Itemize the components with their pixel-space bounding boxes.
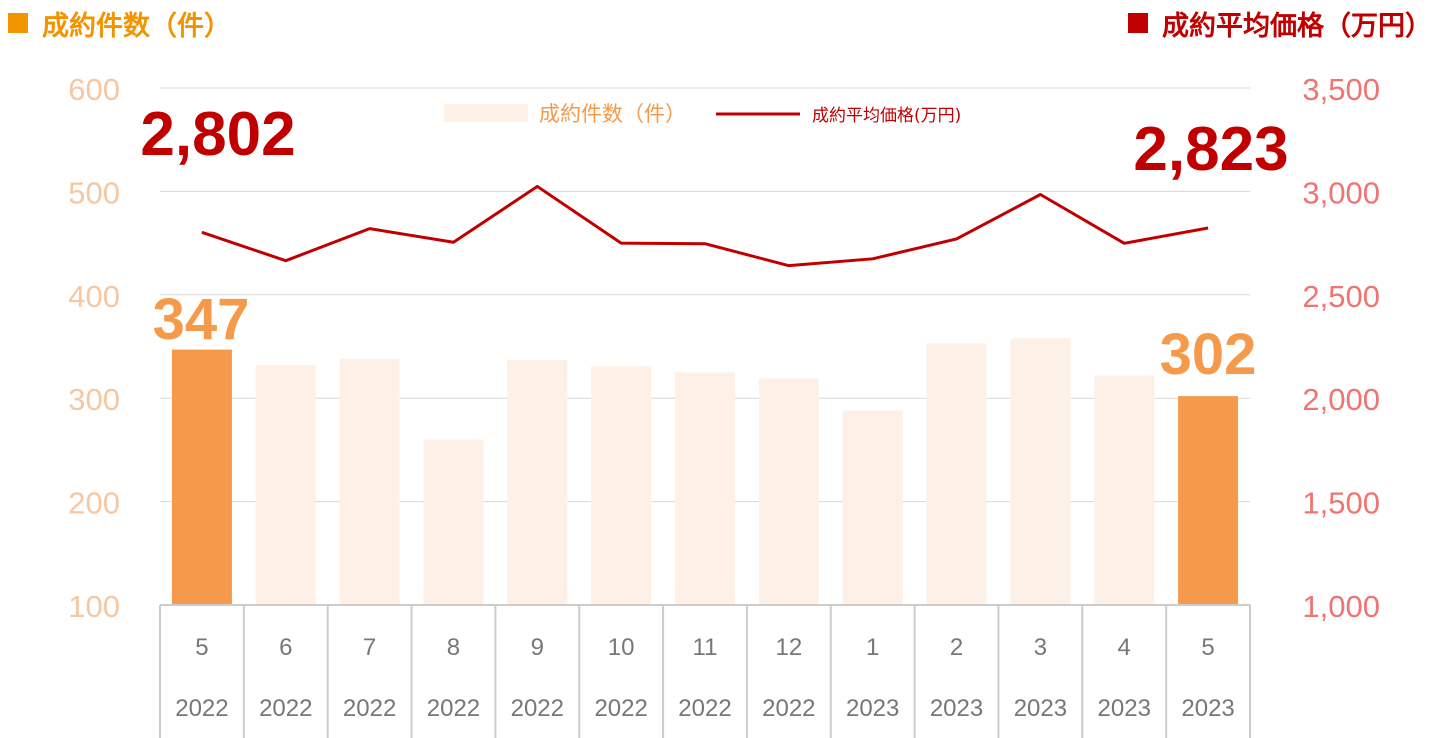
category-year-label: 2022: [678, 695, 731, 722]
price-line: [201, 184, 1209, 268]
left-axis-tick-label: 300: [68, 382, 120, 417]
first-price-callout: 2,802: [140, 100, 295, 169]
last-count-callout: 302: [1160, 322, 1257, 387]
count-bar: [1010, 338, 1071, 605]
category-month-label: 9: [531, 634, 544, 661]
left-axis-tick-label: 600: [68, 72, 120, 107]
category-month-label: 2: [950, 634, 963, 661]
count-bar: [758, 378, 819, 605]
category-year-label: 2023: [1014, 695, 1067, 722]
count-bar: [423, 439, 484, 605]
right-axis-tick-label: 1,500: [1302, 486, 1380, 521]
left-axis-title: 成約件数（件）: [8, 4, 231, 43]
count-bar: [1178, 396, 1239, 605]
category-year-label: 2022: [427, 695, 480, 722]
category-year-label: 2022: [175, 695, 228, 722]
category-year-label: 2023: [846, 695, 899, 722]
left-axis-tick-label: 200: [68, 486, 120, 521]
category-month-label: 10: [608, 634, 635, 661]
category-year-label: 2022: [343, 695, 396, 722]
right-axis-tick-label: 2,000: [1302, 382, 1380, 417]
count-bar: [507, 359, 568, 605]
legend-bar-swatch: [444, 104, 528, 122]
first-count-callout: 347: [153, 287, 250, 352]
legend-bar-label: 成約件数（件）: [539, 102, 686, 126]
category-year-label: 2022: [259, 695, 312, 722]
count-bar: [842, 410, 903, 605]
category-month-label: 3: [1034, 634, 1047, 661]
category-month-label: 5: [1201, 634, 1214, 661]
price-legend-square-icon: [1128, 13, 1148, 33]
category-month-label: 4: [1118, 634, 1131, 661]
right-axis-tick-label: 2,500: [1302, 279, 1380, 314]
count-bar: [1094, 375, 1155, 605]
category-month-label: 8: [447, 634, 460, 661]
count-legend-square-icon: [8, 13, 28, 33]
left-axis-title-text: 成約件数（件）: [42, 11, 231, 42]
last-price-callout: 2,823: [1133, 115, 1288, 184]
right-axis-tick-label: 3,500: [1302, 72, 1380, 107]
category-year-label: 2023: [930, 695, 983, 722]
legend-line-label: 成約平均価格(万円): [812, 106, 961, 126]
category-month-label: 11: [693, 634, 718, 661]
category-month-label: 1: [866, 634, 879, 661]
count-bar: [171, 349, 232, 605]
category-year-label: 2023: [1181, 695, 1234, 722]
left-axis-tick-label: 400: [68, 279, 120, 314]
right-axis-tick-label: 1,000: [1302, 589, 1380, 624]
count-bar: [339, 358, 400, 605]
category-month-label: 12: [775, 634, 802, 661]
count-bar: [255, 365, 316, 605]
category-month-label: 6: [279, 634, 292, 661]
count-bar: [591, 366, 652, 605]
category-year-label: 2022: [762, 695, 815, 722]
left-axis-tick-label: 100: [68, 589, 120, 624]
count-bar: [675, 372, 735, 605]
category-year-label: 2023: [1098, 695, 1151, 722]
category-month-label: 7: [363, 634, 376, 661]
category-year-label: 2022: [511, 695, 564, 722]
right-axis-tick-label: 3,000: [1302, 175, 1380, 210]
left-axis-tick-label: 500: [68, 175, 120, 210]
right-axis-title-text: 成約平均価格（万円）: [1162, 11, 1432, 42]
right-axis-title: 成約平均価格（万円）: [1128, 4, 1432, 43]
category-month-label: 5: [195, 634, 208, 661]
category-year-label: 2022: [594, 695, 647, 722]
count-bar: [926, 343, 987, 605]
